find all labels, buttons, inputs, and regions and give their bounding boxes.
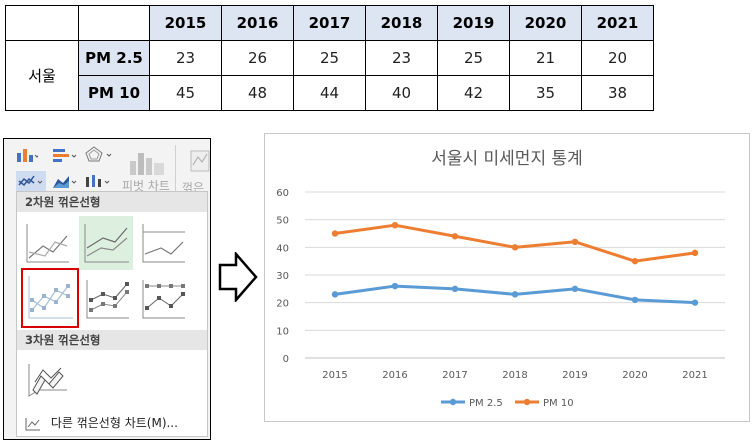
section-2d-line: 2차원 꺾은선형 [17,192,207,212]
table-cell: 45 [149,75,222,111]
data-point[interactable] [331,291,339,298]
y-tick-label: 60 [276,188,289,199]
bar-chart-icon[interactable] [52,147,78,163]
table-corner-cell [5,5,79,41]
data-point[interactable] [571,238,579,245]
chart-canvas: 서울시 미세먼지 통계 0 10 20 30 40 50 60 2015 2016 2017 20… [276,149,725,409]
percent-stacked-markers-option[interactable] [139,274,187,322]
x-tick-label: 2017 [442,370,467,381]
y-tick-label: 10 [276,326,289,337]
y-tick-label: 0 [283,354,289,365]
x-tick-label: 2020 [622,370,647,381]
table-cell: 20 [581,40,654,76]
radar-chart-icon[interactable] [84,145,114,163]
year-header: 2021 [581,5,654,41]
legend-marker [523,398,531,406]
x-tick-label: 2021 [682,370,707,381]
table-cell: 23 [365,40,438,76]
year-header: 2017 [293,5,366,41]
row-label: PM 10 [78,75,150,111]
sparkline-line-icon [190,150,210,172]
data-point[interactable] [511,244,519,251]
ribbon-divider [175,145,176,191]
table-header-row: 2015 2016 2017 2018 2019 2020 2021 [5,5,654,41]
data-point[interactable] [511,291,519,298]
table-cell: 42 [437,75,510,111]
table-cell: 25 [293,40,366,76]
table-cell: 26 [221,40,294,76]
table-cell: 40 [365,75,438,111]
line-chart-dropdown: 2차원 꺾은선형 [16,191,208,437]
year-header: 2018 [365,5,438,41]
percent-stacked-line-option[interactable] [139,218,187,266]
x-tick-label: 2018 [502,370,527,381]
table-cell: 23 [149,40,222,76]
y-tick-label: 50 [276,216,289,227]
x-tick-label: 2015 [322,370,347,381]
right-arrow-outline-icon [218,252,258,302]
y-tick-label: 20 [276,299,289,310]
stacked-line-chart-option[interactable] [79,216,133,270]
data-point[interactable] [391,222,399,229]
row-label: PM 2.5 [78,40,150,76]
table-cell: 38 [581,75,654,111]
data-point[interactable] [331,230,339,237]
year-header: 2020 [509,5,582,41]
pivot-chart-label: 피벗 차트 [122,179,170,193]
line-chart-small-icon [25,417,40,430]
x-tick-label: 2019 [562,370,587,381]
3d-line-chart-option[interactable] [23,354,71,402]
data-point[interactable] [571,285,579,293]
more-line-charts-label: 다른 꺾은선형 차트(M)... [50,416,178,430]
x-tick-label: 2016 [382,370,407,381]
table-cell: 44 [293,75,366,111]
y-tick-label: 30 [276,271,289,282]
data-table: 2015 2016 2017 2018 2019 2020 2021 서울 PM… [5,5,654,111]
data-point[interactable] [631,296,639,304]
data-point[interactable] [391,282,399,290]
stacked-line-markers-option[interactable] [83,274,131,322]
series-line[interactable] [334,223,696,263]
section-3d-line: 3차원 꺾은선형 [17,330,207,350]
area-chart-icon[interactable] [52,173,78,189]
table-row: PM 10 45 48 44 40 42 35 38 [6,75,654,111]
data-point[interactable] [691,299,699,306]
table-row: 서울 PM 2.5 23 26 25 23 25 21 20 [5,40,654,111]
y-tick-label: 40 [276,243,289,254]
stock-chart-icon[interactable] [84,173,112,189]
more-line-charts-link[interactable]: 다른 꺾은선형 차트(M)... [25,414,178,431]
line-chart-icon[interactable] [16,171,46,191]
city-cell: 서울 [5,40,79,111]
chart-ribbon: 피벗 차트 꺾은선 [4,139,210,212]
table-cell: 35 [509,75,582,111]
line-chart[interactable]: 서울시 미세먼지 통계 0 10 20 30 40 50 60 2015 2016 2017 20… [264,133,750,422]
year-header: 2016 [221,5,294,41]
data-point[interactable] [631,257,639,265]
table-cell: 21 [509,40,582,76]
pivot-chart-icon [130,153,164,175]
data-point[interactable] [691,249,699,257]
legend-marker [449,398,457,406]
line-with-markers-option[interactable] [21,268,79,328]
table-cell: 48 [221,75,294,111]
legend-label: PM 2.5 [469,398,503,409]
data-point[interactable] [451,233,459,240]
year-header: 2015 [149,5,222,41]
data-point[interactable] [451,285,459,293]
table-cell: 25 [437,40,510,76]
line-chart-option[interactable] [23,218,71,266]
chart-title: 서울시 미세먼지 통계 [431,149,583,169]
chart-ribbon-panel: 피벗 차트 꺾은선 2차원 꺾은선형 [3,138,211,440]
legend-label: PM 10 [543,398,574,409]
table-corner-cell [78,5,150,41]
column-chart-icon[interactable] [16,147,38,163]
year-header: 2019 [437,5,510,41]
